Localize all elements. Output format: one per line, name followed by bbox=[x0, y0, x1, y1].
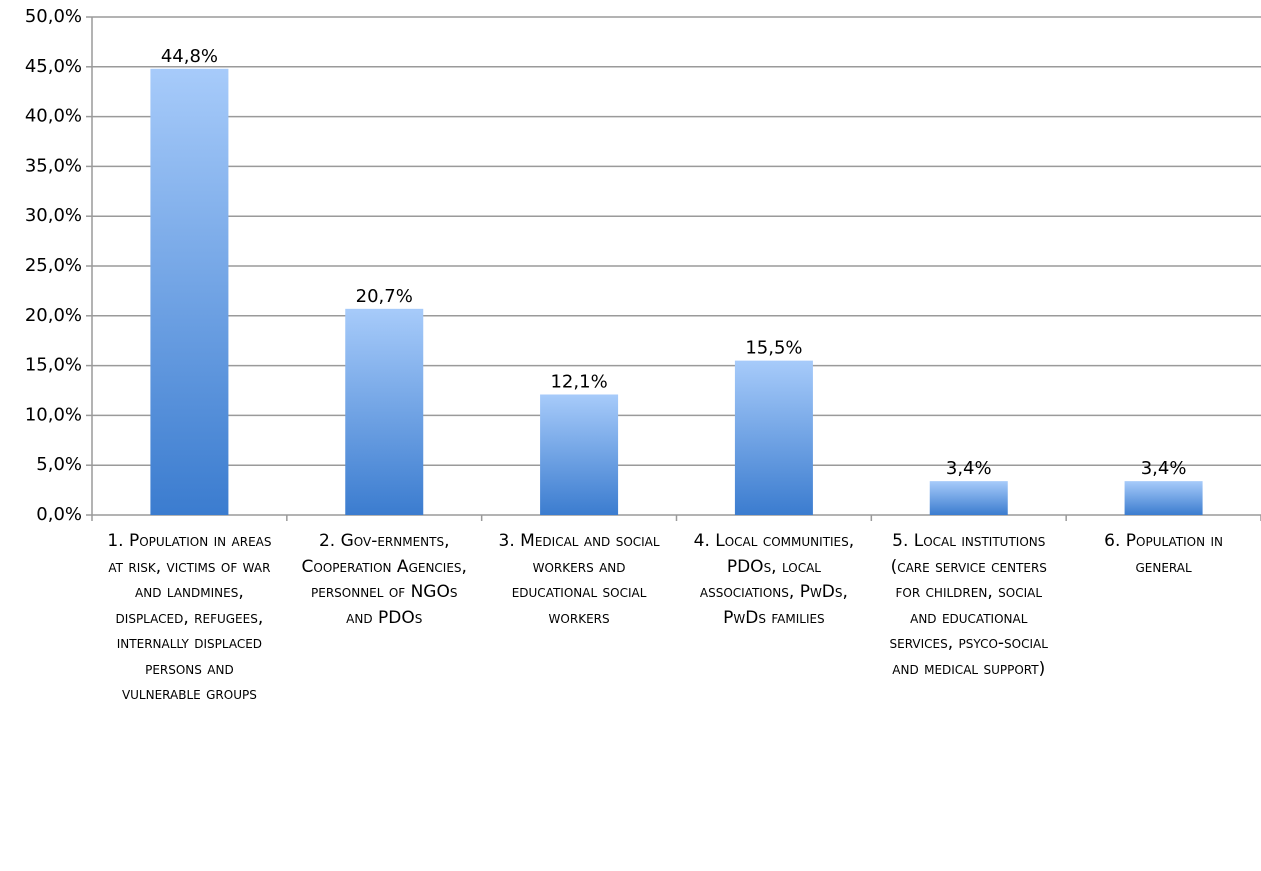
y-tick-label: 25,0% bbox=[25, 255, 82, 276]
y-tick-label: 15,0% bbox=[25, 355, 82, 376]
value-label: 15,5% bbox=[745, 338, 802, 359]
x-tick-label: 4. Local communities, PDOs, local associ… bbox=[693, 531, 855, 628]
y-tick-label: 40,0% bbox=[25, 106, 82, 127]
y-tick-label: 35,0% bbox=[25, 155, 82, 176]
bar bbox=[929, 481, 1008, 515]
value-label: 3,4% bbox=[1141, 458, 1187, 479]
bar bbox=[1124, 481, 1203, 515]
value-label: 44,8% bbox=[161, 46, 218, 67]
value-label: 12,1% bbox=[550, 371, 607, 392]
x-tick-label: 6. Population in general bbox=[1104, 531, 1223, 577]
y-tick-label: 5,0% bbox=[36, 454, 82, 475]
y-tick-label: 0,0% bbox=[36, 504, 82, 525]
y-tick-label: 50,0% bbox=[25, 6, 82, 27]
x-tick-label: 2. Gov-ernments, Cooperation Agencies, p… bbox=[301, 531, 467, 628]
y-tick-label: 10,0% bbox=[25, 404, 82, 425]
x-tick-label: 1. Population in areas at risk, victims … bbox=[107, 531, 272, 704]
bar bbox=[734, 360, 813, 515]
x-tick-label: 3. Medical and social workers and educat… bbox=[498, 531, 660, 628]
value-label: 20,7% bbox=[356, 286, 413, 307]
bar bbox=[345, 308, 424, 515]
value-label: 3,4% bbox=[946, 458, 992, 479]
y-tick-label: 30,0% bbox=[25, 205, 82, 226]
bar bbox=[150, 68, 229, 516]
bar bbox=[540, 394, 619, 515]
y-tick-label: 20,0% bbox=[25, 305, 82, 326]
x-tick-label: 5. Local institutions (care service cent… bbox=[889, 531, 1048, 679]
y-tick-label: 45,0% bbox=[25, 56, 82, 77]
